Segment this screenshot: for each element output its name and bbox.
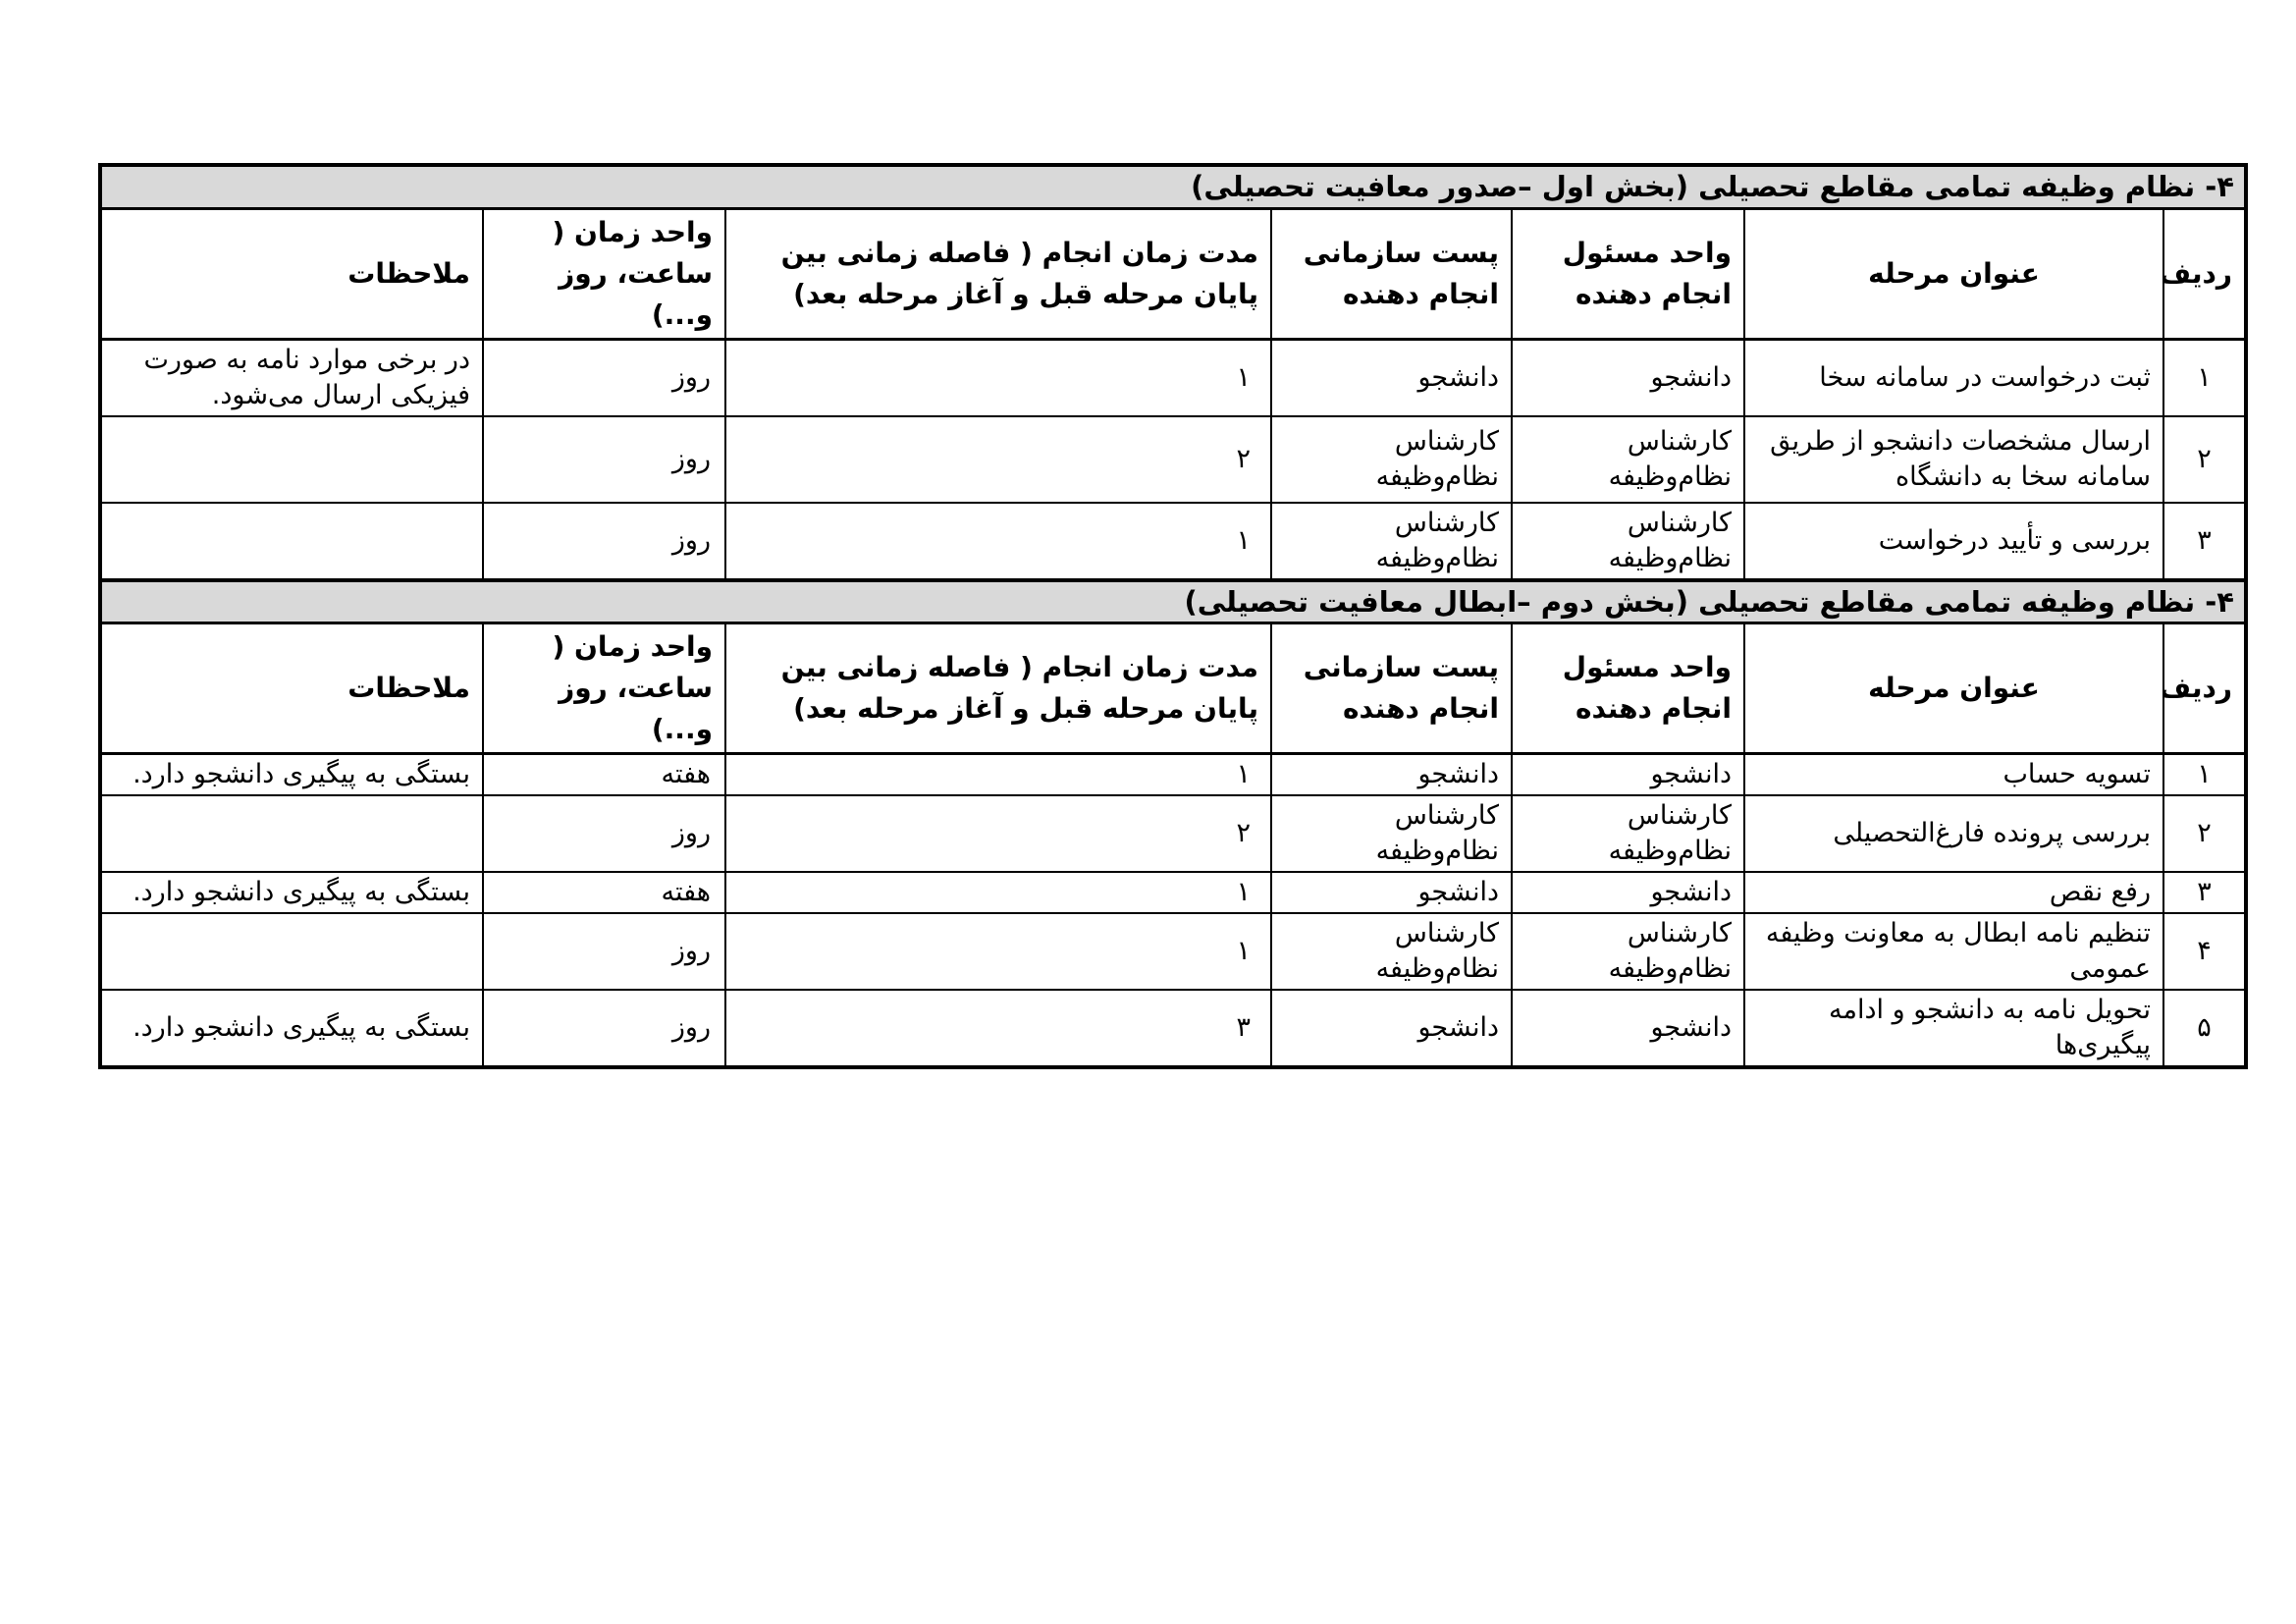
notes-cell — [98, 794, 485, 873]
table-row: ۱ تسویه حساب دانشجو دانشجو ۱ هفته بستگی … — [98, 752, 2247, 796]
responsible-unit-cell: کارشناس نظام‌وظیفه — [1511, 912, 1745, 991]
org-post-cell: دانشجو — [1270, 871, 1513, 914]
duration-cell: ۱ — [724, 501, 1272, 581]
org-post-cell: دانشجو — [1270, 989, 1513, 1068]
stage-title-cell: ارسال مشخصات دانشجو از طریق سامانه سخا ب… — [1743, 414, 2164, 504]
responsible-unit-cell: کارشناس نظام‌وظیفه — [1511, 414, 1745, 504]
stage-title-cell: رفع نقص — [1743, 871, 2164, 914]
org-post-cell: کارشناس نظام‌وظیفه — [1270, 501, 1513, 581]
duration-cell: ۱ — [724, 871, 1272, 914]
stage-title-cell: تحویل نامه به دانشجو و ادامه پیگیری‌ها — [1743, 989, 2164, 1068]
notes-cell: بستگی به پیگیری دانشجو دارد. — [98, 752, 485, 796]
col-header-post: پست سازمانی انجام دهنده — [1270, 207, 1513, 341]
time-unit-cell: روز — [482, 338, 726, 417]
row-number-cell: ۳ — [2163, 871, 2247, 914]
col-header-duration: مدت زمان انجام ( فاصله زمانی بین پایان م… — [724, 622, 1272, 755]
duration-cell: ۱ — [724, 752, 1272, 796]
duration-cell: ۱ — [724, 338, 1272, 417]
col-header-stage: عنوان مرحله — [1743, 207, 2164, 341]
responsible-unit-cell: دانشجو — [1511, 752, 1745, 796]
responsible-unit-cell: دانشجو — [1511, 871, 1745, 914]
stage-title-cell: تسویه حساب — [1743, 752, 2164, 796]
table-row: ۲ ارسال مشخصات دانشجو از طریق سامانه سخا… — [98, 414, 2247, 504]
col-header-unit: واحد مسئول انجام دهنده — [1511, 622, 1745, 755]
duration-cell: ۲ — [724, 794, 1272, 873]
org-post-cell: دانشجو — [1270, 338, 1513, 417]
responsible-unit-cell: دانشجو — [1511, 338, 1745, 417]
col-header-row-no: ردیف — [2163, 622, 2247, 755]
row-number-cell: ۳ — [2163, 501, 2247, 581]
table-row: ۱ ثبت درخواست در سامانه سخا دانشجو دانشج… — [98, 338, 2247, 417]
col-header-post: پست سازمانی انجام دهنده — [1270, 622, 1513, 755]
org-post-cell: کارشناس نظام‌وظیفه — [1270, 414, 1513, 504]
table-row: ۳ رفع نقص دانشجو دانشجو ۱ هفته بستگی به … — [98, 871, 2247, 914]
col-header-notes: ملاحظات — [98, 622, 485, 755]
responsible-unit-cell: کارشناس نظام‌وظیفه — [1511, 794, 1745, 873]
col-header-notes: ملاحظات — [98, 207, 485, 341]
section-1-title: ۴- نظام وظیفه تمامی مقاطع تحصیلی (بخش او… — [98, 163, 2248, 210]
time-unit-cell: هفته — [482, 871, 726, 914]
notes-cell — [98, 912, 485, 991]
stage-title-cell: ثبت درخواست در سامانه سخا — [1743, 338, 2164, 417]
time-unit-cell: روز — [482, 912, 726, 991]
col-header-time-unit: واحد زمان ( ساعت، روز و...) — [482, 207, 726, 341]
section-2-title-row: ۴- نظام وظیفه تمامی مقاطع تحصیلی (بخش دو… — [98, 577, 2248, 624]
time-unit-cell: روز — [482, 414, 726, 504]
row-number-cell: ۲ — [2163, 414, 2247, 504]
col-header-stage: عنوان مرحله — [1743, 622, 2164, 755]
org-post-cell: کارشناس نظام‌وظیفه — [1270, 794, 1513, 873]
col-header-duration: مدت زمان انجام ( فاصله زمانی بین پایان م… — [724, 207, 1272, 341]
notes-cell — [98, 501, 485, 581]
org-post-cell: کارشناس نظام‌وظیفه — [1270, 912, 1513, 991]
stage-title-cell: تنظیم نامه ابطال به معاونت وظیفه عمومی — [1743, 912, 2164, 991]
col-header-unit: واحد مسئول انجام دهنده — [1511, 207, 1745, 341]
notes-cell: بستگی به پیگیری دانشجو دارد. — [98, 989, 485, 1068]
notes-cell: در برخی موارد نامه به صورت فیزیکی ارسال … — [98, 338, 485, 417]
table-row: ۴ تنظیم نامه ابطال به معاونت وظیفه عمومی… — [98, 912, 2247, 991]
responsible-unit-cell: کارشناس نظام‌وظیفه — [1511, 501, 1745, 581]
stage-title-cell: بررسی پرونده فارغ‌التحصیلی — [1743, 794, 2164, 873]
time-unit-cell: روز — [482, 794, 726, 873]
section-1-title-row: ۴- نظام وظیفه تمامی مقاطع تحصیلی (بخش او… — [98, 163, 2248, 210]
stage-title-cell: بررسی و تأیید درخواست — [1743, 501, 2164, 581]
org-post-cell: دانشجو — [1270, 752, 1513, 796]
table-row: ۵ تحویل نامه به دانشجو و ادامه پیگیری‌ها… — [98, 989, 2247, 1068]
time-unit-cell: هفته — [482, 752, 726, 796]
row-number-cell: ۱ — [2163, 338, 2247, 417]
table-row: ۲ بررسی پرونده فارغ‌التحصیلی کارشناس نظا… — [98, 794, 2247, 873]
row-number-cell: ۴ — [2163, 912, 2247, 991]
section-1-header-row: ردیف عنوان مرحله واحد مسئول انجام دهنده … — [98, 207, 2247, 341]
section-2-title: ۴- نظام وظیفه تمامی مقاطع تحصیلی (بخش دو… — [98, 577, 2248, 624]
responsible-unit-cell: دانشجو — [1511, 989, 1745, 1068]
duration-cell: ۱ — [724, 912, 1272, 991]
col-header-time-unit: واحد زمان ( ساعت، روز و...) — [482, 622, 726, 755]
notes-cell — [98, 414, 485, 504]
time-unit-cell: روز — [482, 989, 726, 1068]
section-2-header-row: ردیف عنوان مرحله واحد مسئول انجام دهنده … — [98, 622, 2247, 755]
row-number-cell: ۱ — [2163, 752, 2247, 796]
col-header-row-no: ردیف — [2163, 207, 2247, 341]
time-unit-cell: روز — [482, 501, 726, 581]
duration-cell: ۲ — [724, 414, 1272, 504]
row-number-cell: ۵ — [2163, 989, 2247, 1068]
notes-cell: بستگی به پیگیری دانشجو دارد. — [98, 871, 485, 914]
duration-cell: ۳ — [724, 989, 1272, 1068]
duty-system-workflow-table: ۴- نظام وظیفه تمامی مقاطع تحصیلی (بخش او… — [97, 163, 2248, 1069]
row-number-cell: ۲ — [2163, 794, 2247, 873]
table-row: ۳ بررسی و تأیید درخواست کارشناس نظام‌وظی… — [98, 501, 2247, 581]
